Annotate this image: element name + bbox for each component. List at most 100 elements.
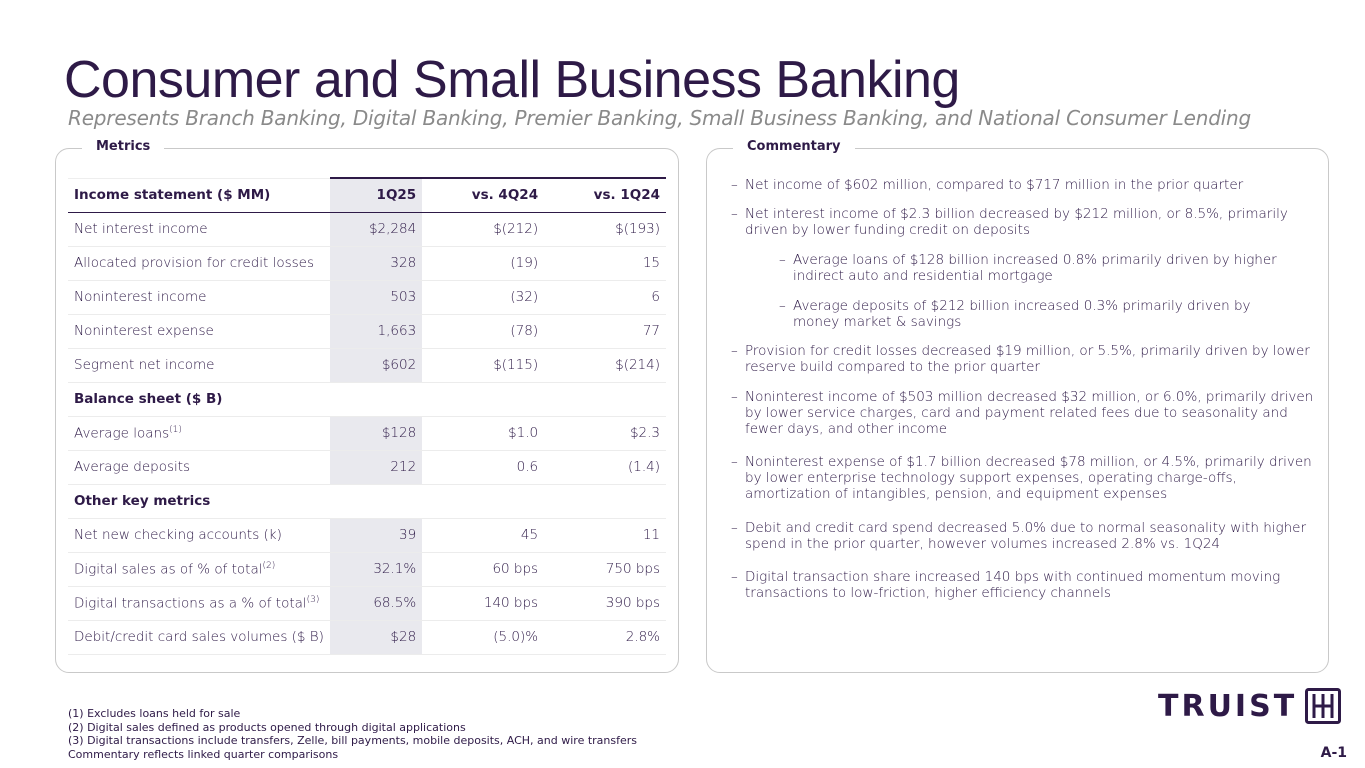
dash-bullet: –	[731, 389, 738, 405]
row-label-text: Noninterest income	[74, 289, 207, 305]
table-row: Digital sales as of % of total(2) 32.1% 60…	[68, 552, 666, 587]
table-row: Digital transactions as a % of total(3) 6…	[68, 586, 666, 621]
table-row: Net new checking accounts (k) 39 45 11	[68, 518, 666, 553]
metrics-panel: Metrics Income statement ($ MM) 1Q25 vs.…	[55, 139, 679, 673]
commentary-text: Noninterest expense of $1.7 billion decr…	[745, 454, 1312, 502]
page-subtitle: Represents Branch Banking, Digital Banki…	[68, 106, 1252, 130]
row-value: 45	[422, 518, 545, 553]
row-label-text: Allocated provision for credit losses	[74, 255, 315, 271]
row-value: $(193)	[544, 212, 666, 247]
table-row: Average deposits 212 0.6 (1.4)	[68, 450, 666, 485]
row-value: 390 bps	[544, 586, 666, 621]
table-row: Allocated provision for credit losses 328…	[68, 246, 666, 281]
table-row: Noninterest expense 1,663 (78) 77	[68, 314, 666, 349]
row-value: 15	[544, 246, 666, 281]
logo-text: TRUIST	[1158, 688, 1298, 724]
table-row: Noninterest income 503 (32) 6	[68, 280, 666, 315]
section-title: Balance sheet ($ B)	[68, 382, 666, 417]
truist-logo: TRUIST	[1158, 688, 1342, 724]
commentary-text: Average loans of $128 billion increased …	[793, 252, 1277, 284]
table-row: Net interest income $2,284 $(212) $(193)	[68, 212, 666, 247]
dash-bullet: –	[731, 177, 738, 193]
row-value: $1.0	[422, 416, 545, 451]
row-value: (5.0)%	[422, 620, 545, 655]
footnote: (3) Digital transactions include transfe…	[68, 734, 638, 747]
row-label: Digital transactions as a % of total(3)	[68, 586, 330, 621]
row-value: $602	[330, 348, 423, 383]
row-value: 32.1%	[330, 552, 423, 587]
commentary-text: Debit and credit card spend decreased 5.…	[745, 520, 1307, 552]
row-label: Digital sales as of % of total(2)	[68, 552, 330, 587]
table-row: Average loans(1) $128 $1.0 $2.3	[68, 416, 666, 451]
commentary-panel: Commentary – Net income of $602 million, …	[706, 139, 1329, 673]
row-label-text: Digital sales as of % of total	[74, 561, 263, 578]
row-label: Average deposits	[68, 450, 330, 485]
commentary-text: Net income of $602 million, compared to …	[745, 177, 1244, 193]
commentary-text: Noninterest income of $503 million decre…	[745, 389, 1314, 437]
dash-bullet: –	[779, 252, 786, 268]
commentary-item: – Net income of $602 million, compared to…	[731, 177, 1320, 193]
commentary-text: Average deposits of $212 billion increas…	[793, 298, 1251, 330]
commentary-item: – Average loans of $128 billion increased…	[779, 252, 1298, 284]
dash-bullet: –	[731, 206, 738, 222]
commentary-item: – Debit and credit card spend decreased 5…	[731, 520, 1320, 552]
row-label-text: Average deposits	[74, 459, 191, 475]
row-label-text: Noninterest expense	[74, 323, 214, 339]
row-label: Net new checking accounts (k)	[68, 518, 330, 553]
commentary-label: Commentary	[733, 139, 855, 154]
row-value: 750 bps	[544, 552, 666, 587]
dash-bullet: –	[731, 454, 738, 470]
footnote-ref: (1)	[169, 424, 182, 435]
section-row: Balance sheet ($ B)	[68, 382, 666, 417]
truist-mark-icon	[1305, 688, 1342, 724]
row-value: $(212)	[422, 212, 545, 247]
row-label-text: Segment net income	[74, 357, 215, 373]
commentary-text: Digital transaction share increased 140 …	[745, 569, 1281, 601]
section-title: Other key metrics	[68, 484, 666, 519]
row-label-text: Debit/credit card sales volumes ($ B)	[74, 629, 324, 645]
row-value: $(115)	[422, 348, 545, 383]
footnote-ref: (2)	[262, 560, 276, 571]
row-label-text: Net interest income	[74, 221, 208, 237]
table-row: Segment net income $602 $(115) $(214)	[68, 348, 666, 383]
table-header-row: Income statement ($ MM) 1Q25 vs. 4Q24 vs…	[68, 177, 666, 213]
row-label: Noninterest expense	[68, 314, 330, 349]
header-vs-1q24: vs. 1Q24	[544, 177, 666, 213]
commentary-item: – Average deposits of $212 billion increa…	[779, 298, 1298, 330]
row-value: 212	[330, 450, 423, 485]
footnote: Commentary reflects linked quarter compa…	[68, 747, 339, 761]
row-label-text: Net new checking accounts (k)	[74, 527, 282, 543]
row-value: 0.6	[422, 450, 545, 485]
page-title: Consumer and Small Business Banking	[64, 51, 960, 109]
dash-bullet: –	[731, 569, 738, 585]
row-value: 6	[544, 280, 666, 315]
header-label: Income statement ($ MM)	[68, 177, 330, 213]
table-row: Debit/credit card sales volumes ($ B) $28…	[68, 620, 666, 655]
metrics-table: Income statement ($ MM) 1Q25 vs. 4Q24 vs…	[68, 177, 666, 655]
row-value: 11	[544, 518, 666, 553]
row-value: 77	[544, 314, 666, 349]
commentary-item: – Net interest income of $2.3 billion dec…	[731, 206, 1320, 238]
row-label: Allocated provision for credit losses	[68, 246, 330, 281]
row-label: Net interest income	[68, 212, 330, 247]
row-label: Segment net income	[68, 348, 330, 383]
row-label-text: Average loans	[74, 425, 170, 442]
row-label: Noninterest income	[68, 280, 330, 315]
row-value: $(214)	[544, 348, 666, 383]
row-value: $128	[330, 416, 423, 451]
row-label-text: Digital transactions as a % of total	[74, 595, 307, 612]
footnote: (1) Excludes loans held for sale	[68, 707, 241, 720]
row-value: (19)	[422, 246, 545, 281]
header-1q25: 1Q25	[330, 177, 423, 213]
row-value: 39	[330, 518, 423, 553]
row-value: 1,663	[330, 314, 423, 349]
commentary-text: Provision for credit losses decreased $1…	[745, 343, 1310, 375]
row-value: $2.3	[544, 416, 666, 451]
row-value: 60 bps	[422, 552, 545, 587]
row-label: Debit/credit card sales volumes ($ B)	[68, 620, 330, 655]
commentary-item: – Noninterest expense of $1.7 billion dec…	[731, 454, 1320, 502]
dash-bullet: –	[779, 298, 786, 314]
row-value: 68.5%	[330, 586, 423, 621]
dash-bullet: –	[731, 520, 738, 536]
row-value: 140 bps	[422, 586, 545, 621]
